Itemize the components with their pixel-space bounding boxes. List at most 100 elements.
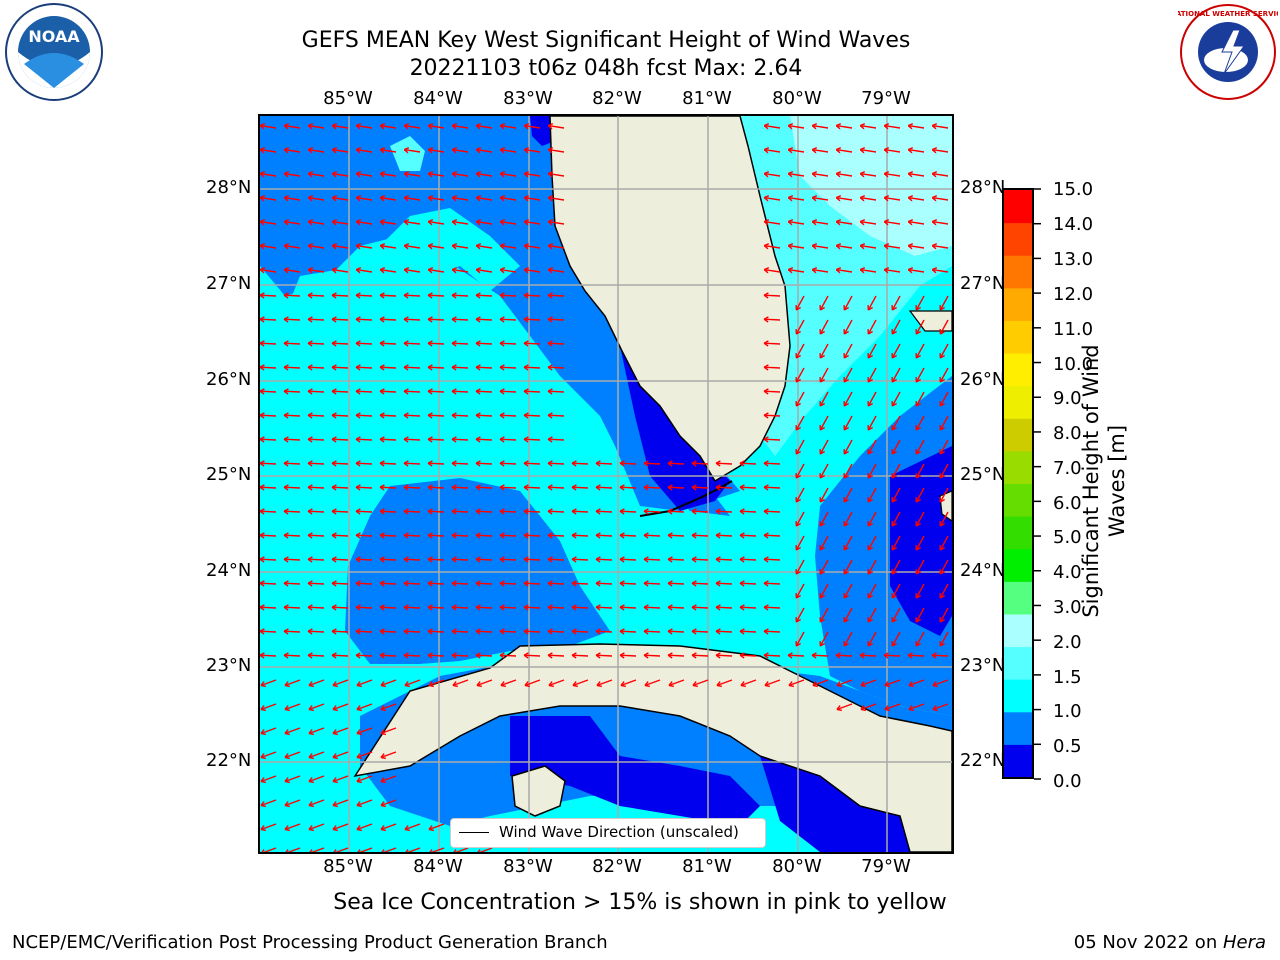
wind-wave-arrow	[308, 172, 325, 177]
colorbar-tick: 1.0	[1053, 701, 1082, 722]
wind-wave-arrow-head	[716, 681, 723, 688]
wind-wave-arrow-head	[451, 556, 457, 563]
wind-wave-arrow	[764, 679, 781, 687]
wind-wave-arrow-head	[331, 412, 337, 419]
wind-wave-arrow	[307, 462, 325, 465]
wind-wave-arrow	[499, 462, 517, 465]
wind-wave-arrow-head	[284, 681, 291, 688]
wind-wave-arrow-head	[355, 123, 362, 130]
wind-wave-arrow	[260, 630, 277, 633]
wind-wave-arrow-head	[403, 292, 409, 299]
colorbar-segment	[1004, 548, 1032, 582]
wind-wave-arrow	[356, 244, 373, 249]
wind-wave-arrow	[356, 775, 373, 783]
wind-wave-arrow-head	[499, 412, 505, 419]
wind-wave-arrow	[547, 390, 565, 393]
wind-wave-arrow	[475, 366, 493, 369]
wind-wave-arrow	[355, 438, 373, 441]
wind-wave-arrow	[523, 342, 541, 345]
wind-wave-arrow-head	[571, 628, 577, 635]
wind-wave-arrow	[932, 172, 949, 177]
wind-wave-arrow	[307, 654, 325, 657]
wind-wave-arrow-head	[547, 171, 554, 178]
wind-wave-arrow	[307, 630, 325, 633]
wind-wave-arrow-head	[475, 171, 482, 178]
wind-wave-arrow-head	[331, 292, 337, 299]
wind-wave-arrow	[307, 366, 325, 369]
wind-wave-arrow	[427, 582, 445, 585]
wind-wave-arrow	[379, 462, 397, 465]
wind-wave-arrow-head	[260, 267, 266, 274]
colorbar-label: Significant Height of Wind Waves [m]	[1079, 344, 1129, 618]
wind-wave-arrow	[475, 414, 493, 417]
wind-wave-arrow	[500, 148, 517, 153]
wave-band-deep-blue-ne	[530, 116, 555, 146]
wind-wave-arrow-head	[307, 412, 313, 419]
lat-label: 26°N	[960, 369, 1006, 390]
wind-wave-arrow	[475, 390, 493, 393]
wind-wave-arrow-head	[475, 652, 481, 659]
wind-wave-arrow	[311, 847, 325, 852]
wind-wave-arrow	[891, 367, 901, 383]
wind-wave-arrow	[283, 414, 301, 417]
wind-wave-arrow	[308, 244, 325, 249]
wind-wave-arrow-head	[307, 340, 313, 347]
wind-wave-arrow	[932, 148, 949, 153]
wind-wave-arrow-head	[331, 267, 338, 274]
wind-wave-arrow-head	[787, 123, 794, 130]
wind-wave-arrow	[427, 414, 445, 417]
wind-wave-arrow	[915, 463, 925, 479]
wind-wave-arrow	[452, 244, 469, 249]
wind-wave-arrow	[284, 679, 301, 687]
wind-wave-arrow-head	[795, 569, 801, 575]
wind-wave-arrow-head	[763, 508, 769, 515]
wind-wave-arrow-head	[475, 604, 481, 611]
wind-wave-arrow-head	[860, 705, 867, 712]
wind-wave-arrow-head	[667, 604, 673, 611]
wind-wave-arrow	[788, 148, 805, 153]
wind-wave-arrow-head	[283, 652, 289, 659]
wind-wave-arrow-head	[307, 316, 313, 323]
wind-wave-arrow-head	[332, 681, 339, 688]
wind-wave-arrow	[260, 510, 277, 513]
wave-band-blue-east	[815, 376, 952, 716]
wind-wave-arrow-head	[379, 532, 385, 539]
wind-wave-arrow	[283, 558, 301, 561]
wind-wave-arrow-head	[403, 604, 409, 611]
wind-wave-arrow	[843, 343, 853, 359]
wind-wave-arrow	[379, 558, 397, 561]
wind-wave-arrow	[643, 534, 661, 537]
wind-wave-arrow	[355, 510, 373, 513]
wind-wave-arrow	[915, 631, 925, 647]
colorbar-tick: 7.0	[1053, 458, 1082, 479]
wind-wave-arrow-head	[547, 147, 554, 154]
wind-wave-arrow-head	[819, 353, 825, 359]
wind-wave-arrow	[283, 630, 301, 633]
wind-wave-arrow	[428, 148, 445, 153]
wind-wave-arrow	[451, 366, 469, 369]
wind-wave-arrow-head	[795, 473, 801, 479]
wind-wave-arrow-head	[763, 123, 770, 130]
wind-wave-arrow	[548, 268, 565, 273]
wind-wave-arrow-head	[427, 364, 433, 371]
colorbar-segment	[1004, 190, 1032, 224]
wind-wave-arrow-head	[931, 243, 938, 250]
wind-wave-arrow-head	[939, 545, 945, 551]
wind-wave-arrow-head	[843, 353, 849, 359]
wind-wave-arrow	[380, 172, 397, 177]
wind-wave-arrow-head	[355, 460, 361, 467]
wind-wave-arrow	[260, 366, 277, 369]
wind-wave-arrow	[452, 196, 469, 201]
wind-wave-arrow	[595, 558, 613, 561]
wind-wave-arrow-head	[475, 580, 481, 587]
wind-wave-arrow	[763, 462, 781, 465]
wind-wave-arrow	[307, 438, 325, 441]
wind-wave-arrow-head	[260, 777, 267, 784]
wind-wave-arrow	[547, 630, 565, 633]
wind-wave-arrow	[260, 462, 277, 465]
wind-wave-arrow-head	[739, 484, 745, 491]
wind-wave-arrow	[260, 799, 277, 807]
wind-wave-arrow-head	[307, 508, 313, 515]
wind-wave-arrow-head	[644, 681, 651, 688]
wind-wave-arrow	[643, 582, 661, 585]
